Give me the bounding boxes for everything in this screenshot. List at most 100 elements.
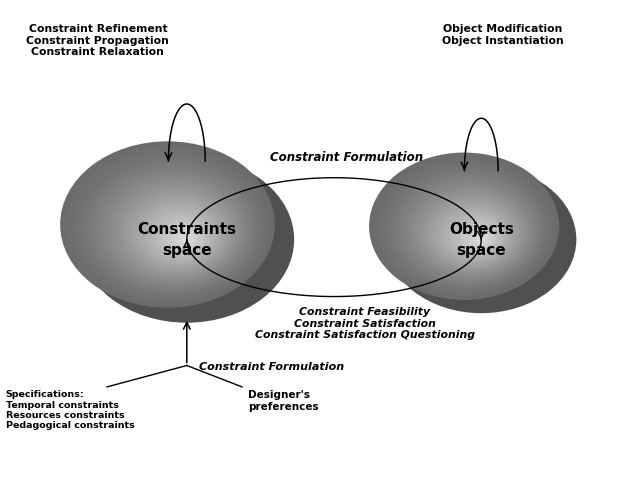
Circle shape: [414, 188, 528, 276]
Text: Constraint Formulation: Constraint Formulation: [199, 361, 344, 371]
Circle shape: [376, 159, 555, 297]
Circle shape: [106, 178, 243, 283]
Circle shape: [141, 204, 219, 264]
Circle shape: [181, 235, 191, 243]
Circle shape: [185, 239, 188, 241]
Circle shape: [123, 191, 231, 274]
Circle shape: [411, 186, 530, 278]
Circle shape: [470, 231, 489, 246]
Circle shape: [173, 229, 197, 248]
Circle shape: [480, 239, 482, 241]
Circle shape: [144, 207, 217, 263]
Circle shape: [127, 193, 228, 272]
Circle shape: [142, 206, 218, 264]
Circle shape: [426, 198, 519, 269]
Circle shape: [464, 227, 493, 249]
Circle shape: [389, 168, 545, 290]
Circle shape: [390, 169, 545, 289]
Circle shape: [77, 156, 262, 299]
Circle shape: [76, 154, 264, 300]
Circle shape: [404, 180, 535, 281]
Circle shape: [443, 211, 508, 260]
Circle shape: [370, 154, 558, 300]
Circle shape: [417, 190, 526, 275]
Circle shape: [62, 143, 274, 307]
Circle shape: [90, 165, 254, 292]
Circle shape: [399, 176, 539, 285]
Circle shape: [165, 223, 202, 252]
Circle shape: [117, 186, 235, 277]
Circle shape: [391, 170, 543, 288]
Circle shape: [60, 142, 275, 308]
Circle shape: [79, 157, 294, 323]
Text: Constraints
space: Constraints space: [137, 222, 236, 258]
Circle shape: [396, 174, 541, 286]
Circle shape: [170, 227, 199, 250]
Circle shape: [386, 166, 548, 291]
Circle shape: [466, 228, 492, 248]
Circle shape: [409, 183, 532, 279]
Circle shape: [457, 222, 498, 253]
Circle shape: [405, 181, 534, 281]
Circle shape: [184, 238, 189, 242]
Circle shape: [400, 177, 538, 284]
Text: Specifications:
Temporal constraints
Resources constraints
Pedagogical constrain: Specifications: Temporal constraints Res…: [6, 389, 134, 430]
Circle shape: [425, 197, 520, 270]
Circle shape: [453, 218, 501, 255]
Circle shape: [403, 179, 536, 282]
Circle shape: [422, 194, 522, 272]
Circle shape: [108, 179, 242, 283]
Circle shape: [373, 156, 556, 298]
Circle shape: [415, 189, 527, 276]
Circle shape: [73, 152, 266, 301]
Circle shape: [449, 215, 504, 257]
Circle shape: [424, 195, 521, 271]
Circle shape: [80, 158, 261, 297]
Circle shape: [128, 195, 228, 272]
Circle shape: [103, 175, 245, 285]
Circle shape: [393, 172, 543, 288]
Circle shape: [177, 233, 193, 245]
Circle shape: [152, 213, 211, 259]
Circle shape: [454, 219, 500, 254]
Circle shape: [461, 224, 496, 252]
Circle shape: [136, 201, 222, 267]
Circle shape: [162, 220, 204, 253]
Circle shape: [462, 225, 495, 251]
Circle shape: [475, 236, 485, 243]
Circle shape: [97, 170, 249, 288]
Circle shape: [130, 196, 227, 271]
Circle shape: [155, 216, 209, 257]
Circle shape: [410, 185, 531, 278]
Circle shape: [469, 230, 490, 247]
Circle shape: [372, 156, 557, 299]
Circle shape: [89, 164, 255, 293]
Circle shape: [477, 237, 484, 242]
Circle shape: [65, 146, 272, 306]
Circle shape: [74, 153, 265, 300]
Circle shape: [430, 200, 517, 268]
Circle shape: [435, 204, 513, 265]
Circle shape: [383, 164, 550, 293]
Circle shape: [105, 176, 244, 284]
Circle shape: [369, 153, 559, 300]
Circle shape: [384, 165, 548, 292]
Circle shape: [122, 190, 232, 275]
Circle shape: [451, 216, 503, 257]
Circle shape: [116, 185, 236, 278]
Circle shape: [168, 225, 200, 250]
Circle shape: [374, 157, 555, 297]
Circle shape: [149, 211, 213, 261]
Circle shape: [397, 175, 540, 285]
Circle shape: [95, 169, 251, 289]
Text: Designer's
preferences: Designer's preferences: [248, 389, 319, 411]
Circle shape: [421, 193, 523, 273]
Circle shape: [98, 171, 248, 288]
Circle shape: [100, 173, 248, 287]
Circle shape: [66, 147, 271, 305]
Circle shape: [154, 214, 210, 258]
Circle shape: [93, 168, 252, 290]
Circle shape: [445, 212, 506, 260]
Circle shape: [467, 229, 491, 248]
Circle shape: [379, 161, 552, 295]
